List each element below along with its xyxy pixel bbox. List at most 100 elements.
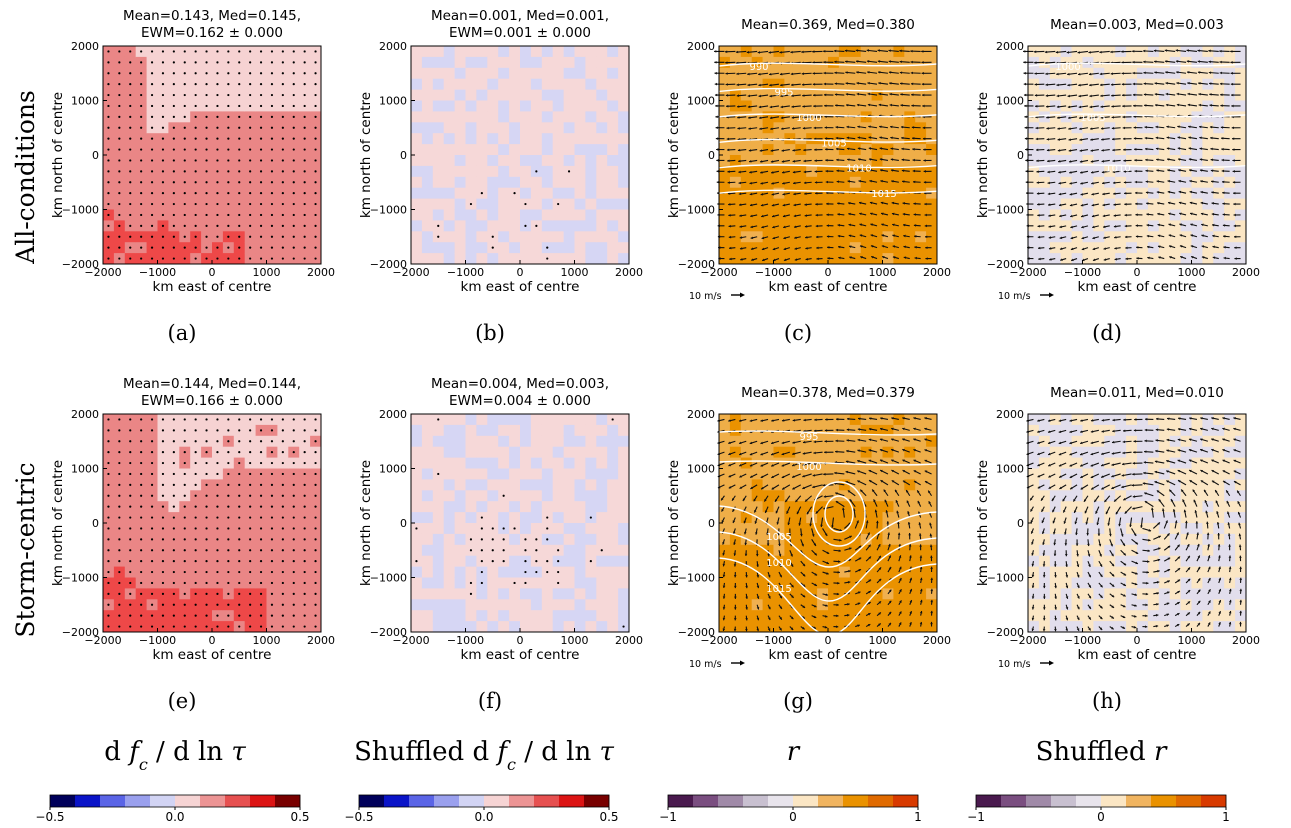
- wind-arrow-head: [1189, 201, 1193, 205]
- stipple-dot: [259, 581, 263, 585]
- stipple-dot: [227, 614, 230, 617]
- heatmap-cell: [1147, 165, 1160, 178]
- heatmap-cell: [585, 533, 597, 546]
- stipple-dot: [238, 246, 241, 249]
- heatmap-cell: [530, 78, 543, 90]
- wind-arrow-head: [1157, 201, 1160, 205]
- heatmap-cell: [1115, 67, 1127, 80]
- stipple-dot: [118, 581, 121, 585]
- heatmap-cell: [871, 89, 883, 101]
- wind-arrow-head: [1219, 71, 1222, 75]
- heatmap-cell: [893, 198, 905, 210]
- wind-arrow-head: [1058, 203, 1062, 207]
- stipple-dot: [205, 527, 208, 530]
- stipple-dot: [205, 505, 208, 508]
- heatmap-cell: [552, 253, 564, 265]
- wind-arrow-head: [1112, 170, 1116, 174]
- wind-arrow-head: [867, 70, 870, 74]
- heatmap-cell: [476, 209, 488, 221]
- wind-arrow-head: [1179, 234, 1183, 237]
- heatmap-cell: [1180, 78, 1192, 90]
- heatmap-cell: [1180, 46, 1192, 58]
- wind-arrow-head: [772, 247, 776, 251]
- row-label-storm-centric: Storm-centric: [11, 462, 40, 637]
- stipple-dot: [183, 137, 186, 140]
- heatmap-cell: [607, 490, 619, 502]
- heatmap-cell: [1028, 220, 1040, 232]
- stipple-dot: [292, 625, 295, 628]
- heatmap-cell: [585, 209, 597, 221]
- wind-arrow-head: [791, 116, 795, 119]
- wind-arrow-head: [1091, 171, 1094, 174]
- heatmap-cell: [585, 220, 597, 232]
- heatmap-cell: [1202, 78, 1214, 90]
- wind-arrow-head: [899, 60, 902, 64]
- heatmap-cell: [1115, 100, 1127, 112]
- stipple-dot: [314, 72, 317, 75]
- heatmap-cell: [1180, 176, 1192, 189]
- heatmap-cell: [432, 599, 445, 611]
- stipple-dot: [129, 137, 132, 140]
- stipple-dot: [216, 159, 219, 162]
- stipple-dot: [129, 170, 132, 173]
- heatmap-cell: [607, 621, 619, 633]
- stipple-dot: [216, 625, 219, 628]
- wind-arrow-head: [814, 159, 817, 162]
- heatmap-cell: [1038, 100, 1051, 112]
- heatmap-cell: [1104, 176, 1116, 189]
- stipple-dot: [314, 505, 317, 508]
- heatmap-cell: [1028, 253, 1040, 265]
- heatmap-cell: [795, 231, 807, 243]
- y-tick-label: −2000: [987, 258, 1024, 271]
- heatmap-cell: [563, 599, 575, 611]
- wind-arrow-head: [1059, 225, 1062, 229]
- heatmap-cell: [530, 588, 543, 600]
- heatmap-cell: [530, 242, 543, 254]
- stipple-dot: [249, 235, 252, 238]
- heatmap-cell: [1147, 78, 1160, 90]
- heatmap-cell: [574, 588, 586, 600]
- heatmap-cell: [498, 588, 510, 600]
- stipple-dot: [303, 581, 306, 585]
- heatmap-cell: [1147, 56, 1160, 69]
- heatmap-cell: [454, 111, 466, 123]
- heatmap-cell: [476, 46, 488, 58]
- panel-letter: (e): [168, 689, 197, 713]
- wind-arrow-head: [737, 148, 741, 152]
- heatmap-cell: [1104, 209, 1116, 221]
- wind-arrow-head: [1178, 168, 1181, 172]
- wind-arrow-head: [1124, 202, 1127, 206]
- heatmap-cell: [411, 100, 423, 112]
- heatmap-cell: [498, 610, 510, 622]
- heatmap-cell: [411, 446, 423, 458]
- heatmap-cell: [719, 176, 731, 189]
- heatmap-cell: [596, 133, 608, 145]
- heatmap-cell: [432, 155, 445, 167]
- stipple-dot: [303, 159, 306, 162]
- heatmap-cell: [574, 111, 586, 123]
- wind-arrow-head: [834, 82, 837, 86]
- heatmap-cell: [454, 555, 466, 567]
- wind-arrow-head: [1023, 71, 1026, 75]
- heatmap-cell: [432, 501, 445, 513]
- heatmap-cell: [552, 46, 564, 58]
- heatmap-cell: [1060, 165, 1072, 178]
- stipple-dot: [161, 181, 165, 184]
- wind-arrow-head: [727, 192, 731, 195]
- heatmap-cell: [454, 610, 466, 622]
- heatmap-cell: [740, 111, 753, 123]
- heatmap-cell: [751, 165, 763, 178]
- heatmap-cell: [806, 89, 818, 101]
- wind-arrow-head: [1165, 71, 1168, 74]
- heatmap-cell: [740, 122, 753, 134]
- wind-arrow-head: [910, 60, 913, 64]
- wind-arrow-head: [1103, 258, 1107, 261]
- heatmap-cell: [530, 621, 543, 633]
- heatmap-cell: [421, 67, 434, 80]
- heatmap-cell: [806, 111, 818, 123]
- heatmap-cell: [751, 67, 763, 80]
- stipple-dot: [303, 257, 306, 260]
- heatmap-cell: [411, 577, 423, 589]
- wind-arrow-head: [913, 202, 916, 206]
- heatmap-cell: [563, 566, 575, 578]
